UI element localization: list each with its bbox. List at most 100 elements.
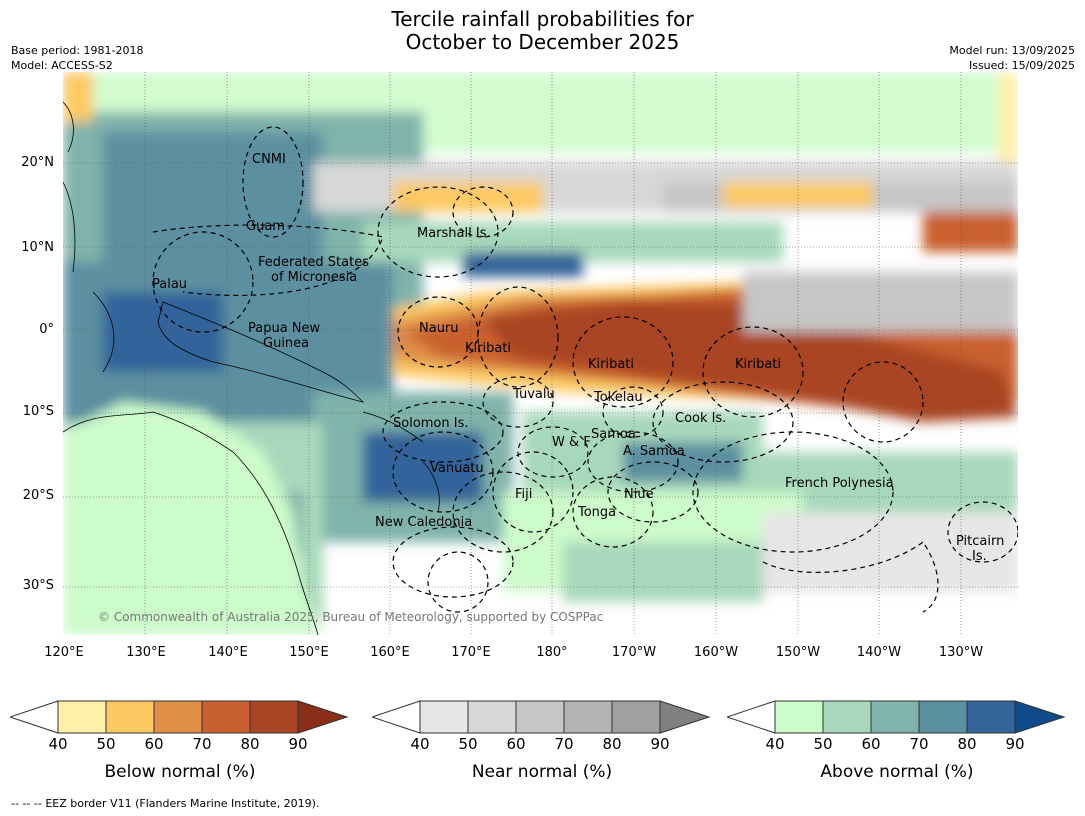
region-tonga: Tonga [578,505,617,520]
cb-below-tick: 90 [288,735,308,753]
cb-below-tick: 70 [192,735,212,753]
region-fiji: Fiji [515,487,533,502]
lon-tick: 150°W [775,645,821,660]
region-kiribati-w: Kiribati [465,341,512,356]
lat-tick: 20°S [22,488,54,503]
cb-near-swatch [467,700,517,734]
lon-tick: 170°E [451,645,491,660]
cb-below-tick: 50 [96,735,116,753]
region-wf: W & F [552,435,591,450]
region-french-polynesia: French Polynesia [785,476,894,491]
graticule [63,72,1018,635]
region-marshall: Marshall Is. [417,226,491,241]
lon-tick: 170°W [611,645,657,660]
chart-title-line1: Tercile rainfall probabilities for [391,7,694,31]
cb-near-tick: 60 [506,735,526,753]
lon-tick: 150°E [289,645,329,660]
cb-near-tick: 70 [554,735,574,753]
cb-below-swatch [105,700,155,734]
region-kiribati-e: Kiribati [735,357,782,372]
lon-tick: 180° [536,645,568,660]
lon-tick: 160°E [370,645,410,660]
cb-above-swatch [774,700,824,734]
map-copyright: © Commonwealth of Australia 2025, Bureau… [98,610,603,624]
region-fsm-1: Federated States [258,255,369,270]
coastlines [63,101,440,635]
region-asamoa: A. Samoa [623,444,685,459]
cb-above-tick: 60 [861,735,881,753]
region-tokelau: Tokelau [594,390,643,405]
region-niue: Niue [624,487,654,502]
lon-tick: 120°E [44,645,84,660]
cb-below-tick: 60 [144,735,164,753]
lat-tick: 30°S [22,578,54,593]
cb-below-tick: 80 [240,735,260,753]
cb-above-extend-low [727,700,776,734]
cb-above-title: Above normal (%) [820,762,974,782]
cb-near-swatch [515,700,565,734]
region-solomon: Solomon Is. [393,416,469,431]
cb-above-swatch [822,700,872,734]
cb-above-extend-high [1014,700,1066,734]
cb-below-extend-high [297,700,349,734]
cb-near-title: Near normal (%) [471,762,613,782]
cb-near-tick: 40 [410,735,430,753]
cb-above-tick: 80 [957,735,977,753]
region-tuvalu: Tuvalu [513,387,555,402]
cb-above-tick: 70 [909,735,929,753]
issued-date: Issued: 15/09/2025 [968,59,1075,72]
region-pitcairn-1: Pitcairn [956,534,1005,549]
cb-above-swatch [918,700,968,734]
lat-tick: 10°S [22,404,54,419]
lon-tick: 140°E [208,645,248,660]
meta-right: Model run: 13/09/2025 Issued: 15/09/2025 [949,43,1075,73]
colorbar-near-normal [372,700,711,734]
region-fsm-2: of Micronesia [271,270,358,285]
rainfall-probability-map: © Commonwealth of Australia 2025, Bureau… [63,72,1018,635]
region-cnmi: CNMI [252,152,286,167]
cb-near-tick: 50 [458,735,478,753]
region-new-caledonia: New Caledonia [375,515,473,530]
colorbar-below-normal [10,700,349,734]
chart-title-line2: October to December 2025 [405,30,680,54]
cb-near-tick: 80 [602,735,622,753]
lon-tick: 130°E [126,645,166,660]
lat-tick: 10°N [21,240,54,255]
lat-tick: 20°N [21,155,54,170]
model-name: Model: ACCESS-S2 [11,59,113,72]
cb-above-tick: 50 [813,735,833,753]
cb-below-swatch [201,700,251,734]
lon-tick: 130°W [938,645,984,660]
eez-note: EEZ border V11 (Flanders Marine Institut… [45,797,320,810]
cb-below-extend-low [10,700,59,734]
cb-near-tick: 90 [650,735,670,753]
colorbar-above-normal [727,700,1066,734]
cb-near-extend-high [659,700,711,734]
region-cook: Cook Is. [675,411,727,426]
cb-near-swatch [563,700,613,734]
region-png-1: Papua New [248,321,321,336]
region-vanuatu: Vanuatu [430,461,484,476]
lon-tick: 160°W [693,645,739,660]
meta-left: Base period: 1981-2018 Model: ACCESS-S2 [11,43,143,73]
region-nauru: Nauru [419,321,459,336]
cb-below-title: Below normal (%) [104,762,256,782]
region-samoa: Samoa [591,427,636,442]
cb-below-swatch [153,700,203,734]
lat-tick: 0° [39,322,54,337]
cb-above-swatch [870,700,920,734]
base-period: Base period: 1981-2018 [11,44,144,57]
cb-near-swatch [419,700,469,734]
cb-above-swatch [966,700,1016,734]
probability-field [63,72,1018,635]
region-pitcairn-2: Is. [972,549,987,564]
cb-above-tick: 90 [1005,735,1025,753]
cb-near-extend-low [372,700,421,734]
cb-near-swatch [611,700,661,734]
eez-dash-symbol: -- -- -- [11,797,42,810]
eez-footnote: -- -- -- EEZ border V11 (Flanders Marine… [11,797,319,810]
region-kiribati-c: Kiribati [588,357,635,372]
cb-below-swatch [57,700,107,734]
region-guam: Guam [246,219,285,234]
region-png-2: Guinea [263,336,310,351]
